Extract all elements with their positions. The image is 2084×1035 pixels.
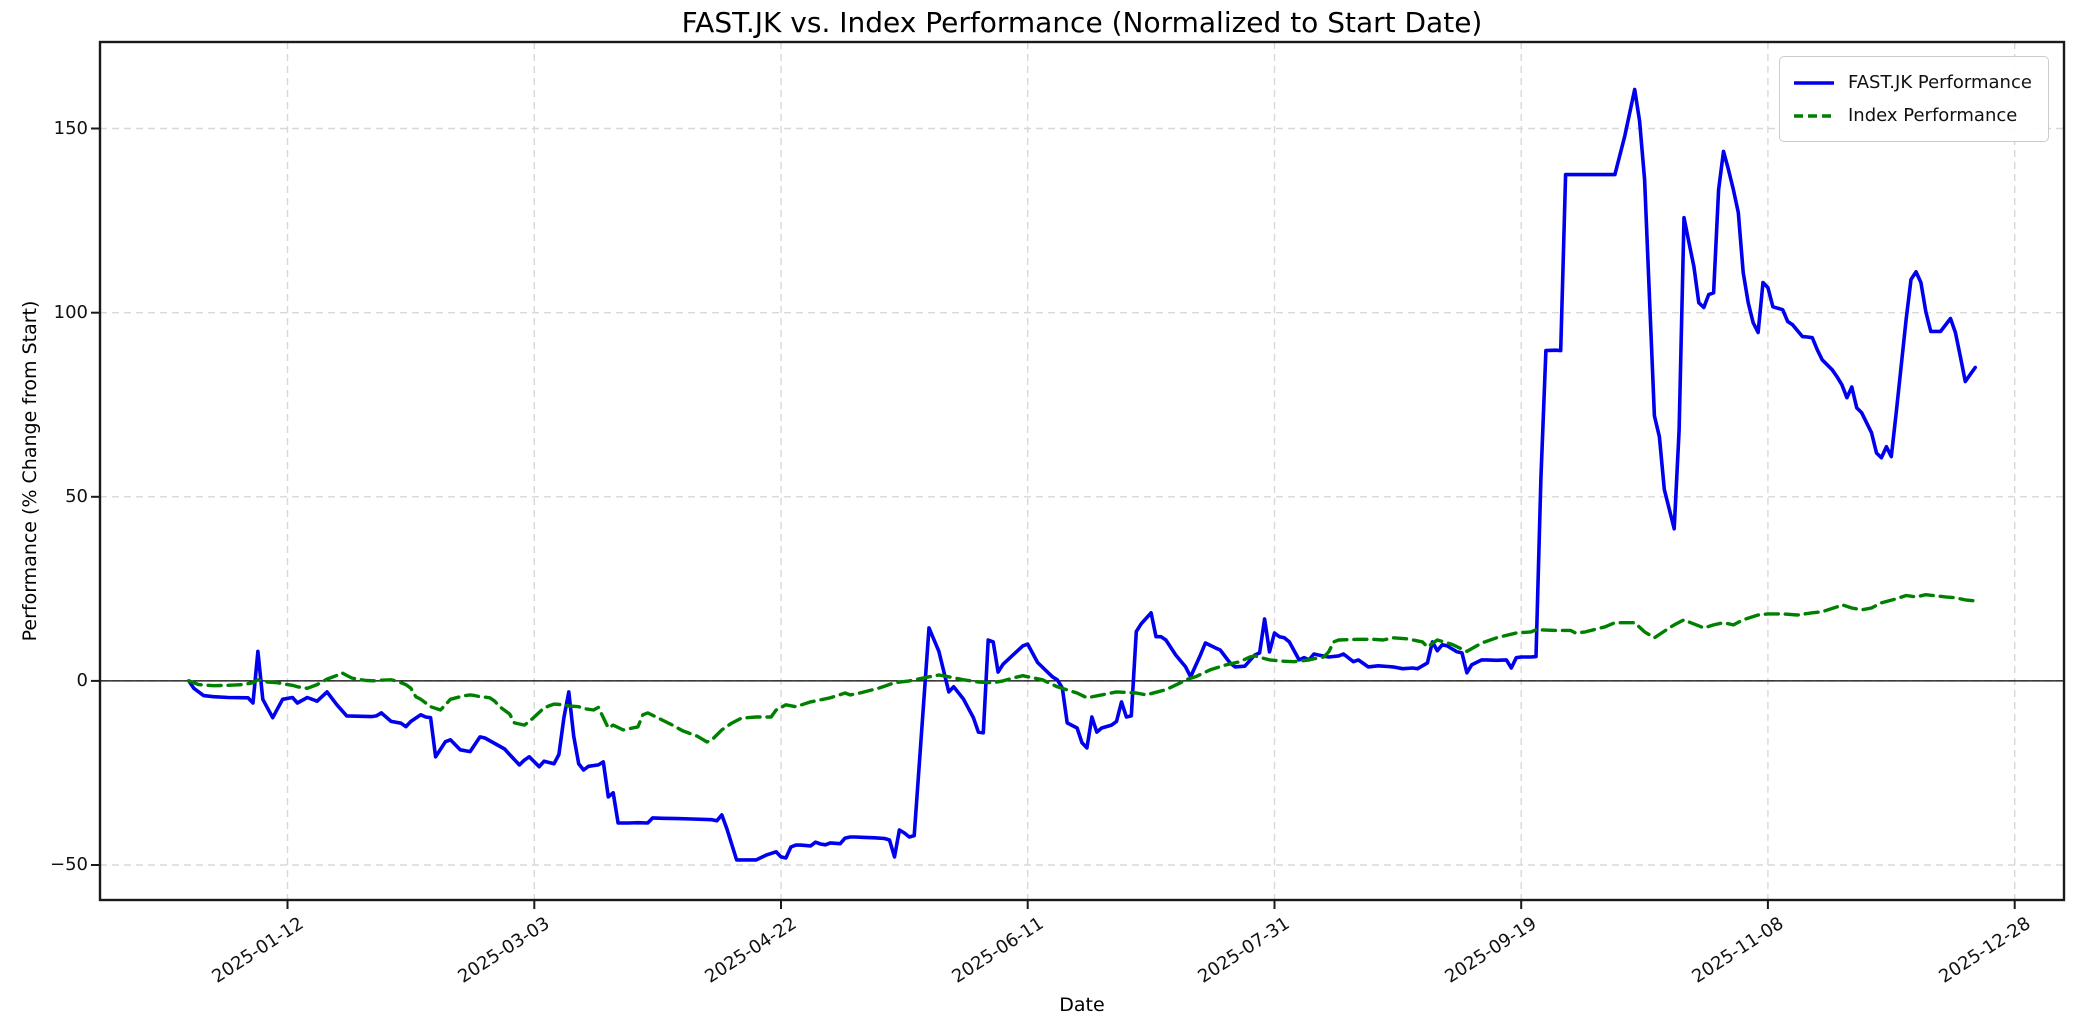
fastjk-line-swatch <box>1794 80 1834 85</box>
legend-item-fastjk: FAST.JK Performance <box>1792 66 2032 99</box>
y-tick-label: 50 <box>65 485 88 507</box>
y-tick-label: −50 <box>50 854 88 876</box>
legend-item-index: Index Performance <box>1792 99 2032 132</box>
index-line-swatch <box>1794 113 1834 118</box>
y-tick-label: 150 <box>53 117 88 139</box>
y-tick-label: 0 <box>76 669 88 691</box>
y-tick-label: 100 <box>53 301 88 323</box>
y-axis-label: Performance (% Change from Start) <box>19 300 41 642</box>
legend-label-index: Index Performance <box>1848 105 2018 126</box>
chart-title: FAST.JK vs. Index Performance (Normalize… <box>681 6 1483 39</box>
x-axis-label: Date <box>1059 994 1105 1016</box>
legend: FAST.JK Performance Index Performance <box>1779 56 2049 142</box>
legend-label-fastjk: FAST.JK Performance <box>1848 72 2032 93</box>
